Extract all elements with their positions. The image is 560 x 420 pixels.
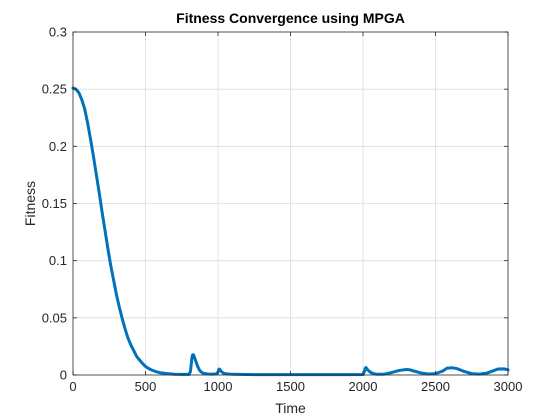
y-tick-label: 0.15 — [42, 196, 67, 211]
y-tick-label: 0.25 — [42, 82, 67, 97]
y-axis-label: Fitness — [22, 181, 38, 226]
x-tick-labels: 0 500 1000 1500 2000 2500 3000 — [69, 379, 522, 394]
x-tick-label: 2000 — [349, 379, 378, 394]
y-tick-label: 0.2 — [49, 139, 67, 154]
fitness-series-line — [71, 86, 510, 377]
y-tick-label: 0.1 — [49, 253, 67, 268]
x-tick-label: 500 — [135, 379, 157, 394]
chart-title: Fitness Convergence using MPGA — [176, 10, 405, 26]
x-tick-label: 1500 — [276, 379, 305, 394]
y-tick-labels: 0 0.05 0.1 0.15 0.2 0.25 0.3 — [42, 25, 67, 383]
y-tick-label: 0.05 — [42, 310, 67, 325]
x-tick-label: 1000 — [204, 379, 233, 394]
grid-lines — [73, 32, 508, 375]
x-tick-label: 0 — [69, 379, 76, 394]
x-tick-label: 2500 — [421, 379, 450, 394]
x-tick-label: 3000 — [494, 379, 523, 394]
axis-ticks — [72, 31, 509, 376]
x-axis-label: Time — [275, 400, 306, 416]
y-tick-label: 0.3 — [49, 25, 67, 40]
y-tick-label: 0 — [60, 368, 67, 383]
